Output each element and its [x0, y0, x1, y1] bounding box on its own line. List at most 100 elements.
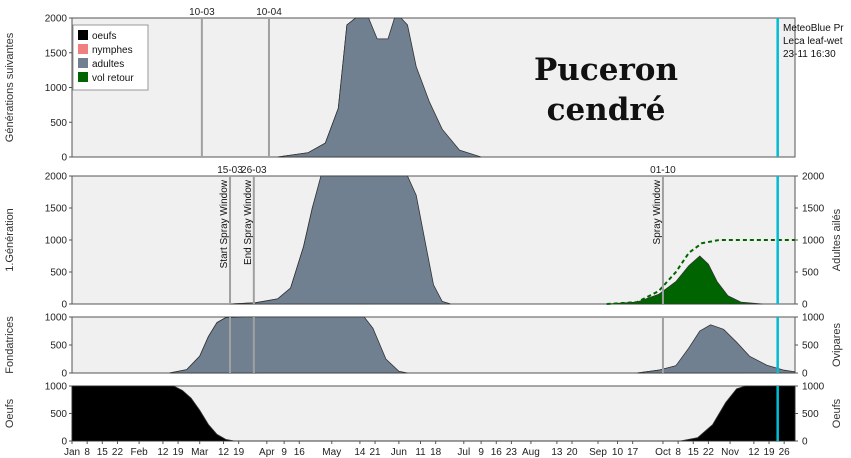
series-area-adultes-3: [636, 324, 796, 374]
x-axis: Jan 8 15 22 Feb 12 19 Mar 12 19 Apr 9 16 May 14 21 Jun 11…: [64, 441, 790, 458]
right-y-axis-label: Ovipares: [831, 322, 843, 367]
x-tick-label: Sep: [589, 447, 607, 458]
right-y-tick-label: 0: [802, 437, 808, 448]
x-tick-label: Jul: [457, 447, 470, 458]
legend-swatch-adultes: [78, 58, 88, 68]
y-tick-label: 2000: [45, 14, 68, 25]
series-area-adultes-1: [169, 316, 408, 374]
x-tick-label: 9: [281, 447, 287, 458]
series-area-adultes-1: [277, 17, 482, 158]
x-tick-label: 26: [779, 447, 791, 458]
spray-window-label: End Spray Window: [243, 179, 254, 265]
y-tick-label: 500: [50, 409, 67, 420]
source-line-1: MeteoBlue Pr: [783, 23, 844, 34]
x-tick-label: 15: [97, 447, 109, 458]
panel-4: 0 500 1000 0 500 1000 Oeufs Oeufs: [4, 382, 843, 448]
x-tick-label: 19: [233, 447, 245, 458]
legend-label-nymphes: nymphes: [92, 45, 133, 56]
x-tick-label: 15: [688, 447, 700, 458]
y-tick-label: 1500: [45, 48, 68, 59]
y-axis-label: Oeufs: [4, 398, 16, 428]
legend: oeufs nymphes adultes vol retour: [72, 24, 149, 91]
x-tick-label: Feb: [130, 447, 148, 458]
x-tick-label: 12: [157, 447, 169, 458]
right-y-axis-label: Adultes ailés: [831, 208, 843, 271]
spray-window-label: Start Spray Window: [219, 179, 230, 268]
right-y-tick-label: 0: [802, 300, 808, 311]
right-y-tick-label: 1000: [802, 236, 825, 247]
marker-date-label: 10-03: [189, 7, 215, 18]
x-tick-label: Jan: [64, 447, 80, 458]
x-tick-label: 8: [84, 447, 90, 458]
legend-label-vol-retour: vol retour: [92, 73, 134, 84]
x-tick-label: Nov: [721, 447, 739, 458]
x-tick-label: Aug: [522, 447, 540, 458]
x-tick-label: 11: [415, 447, 426, 458]
y-tick-label: 1000: [45, 236, 68, 247]
x-tick-label: 17: [627, 447, 639, 458]
panel-1: 10-03 10-04 0 500 1000 1500 2000 Générations su…: [4, 7, 796, 164]
series-area-vol-retour-2: [606, 255, 763, 305]
marker-date-label: 01-10: [650, 165, 676, 176]
y-tick-label: 1000: [45, 382, 68, 393]
y-tick-label: 500: [50, 341, 67, 352]
series-area-adultes-1: [229, 175, 451, 305]
y-tick-label: 0: [61, 300, 67, 311]
x-tick-label: 18: [430, 447, 442, 458]
y-tick-label: 0: [61, 153, 67, 164]
cumulative-line: [606, 239, 795, 305]
y-tick-label: 1000: [45, 313, 68, 324]
x-tick-label: 22: [112, 447, 124, 458]
x-tick-label: 23: [506, 447, 518, 458]
x-tick-label: 8: [675, 447, 681, 458]
x-tick-label: Apr: [259, 447, 275, 458]
source-line-2: Leca leaf-wet: [783, 36, 843, 47]
y-tick-label: 0: [61, 369, 67, 380]
right-y-tick-label: 2000: [802, 172, 825, 183]
y-tick-label: 500: [50, 118, 67, 129]
right-y-tick-label: 500: [802, 409, 819, 420]
spray-window-label: Spray Window: [652, 179, 663, 244]
x-tick-label: 9: [478, 447, 484, 458]
source-line-3: 23-11 16:30: [783, 49, 836, 60]
right-y-tick-label: 1000: [802, 382, 825, 393]
y-axis-label: Générations suivantes: [4, 32, 16, 142]
x-tick-label: Oct: [655, 447, 671, 458]
x-tick-label: May: [322, 447, 341, 458]
legend-label-adultes: adultes: [92, 59, 124, 70]
y-tick-label: 500: [50, 268, 67, 279]
marker-date-label: 15-03: [217, 165, 243, 176]
legend-swatch-oeufs: [78, 30, 88, 40]
x-tick-label: 13: [551, 447, 563, 458]
y-tick-label: 2000: [45, 172, 68, 183]
right-y-axis-label: Oeufs: [831, 398, 843, 428]
x-tick-label: 10: [612, 447, 624, 458]
panel-2: 15-03 Start Spray Window 26-03 End Spray Wi…: [4, 165, 843, 311]
legend-label-oeufs: oeufs: [92, 31, 116, 42]
y-axis-label: 1.Génération: [4, 208, 16, 272]
x-tick-label: 12: [218, 447, 230, 458]
y-tick-label: 1000: [45, 83, 68, 94]
x-tick-label: 19: [763, 447, 775, 458]
x-tick-label: 12: [748, 447, 760, 458]
chart-title-line1: Puceron: [534, 52, 678, 88]
right-y-tick-label: 0: [802, 369, 808, 380]
right-y-tick-label: 1000: [802, 313, 825, 324]
y-axis-label: Fondatrices: [4, 316, 16, 374]
x-tick-label: 22: [703, 447, 715, 458]
legend-swatch-vol-retour: [78, 72, 88, 82]
right-y-tick-label: 500: [802, 341, 819, 352]
x-tick-label: Mar: [191, 447, 209, 458]
series-area-oeufs-0: [71, 385, 796, 442]
chart-title-line2: cendré: [547, 92, 666, 128]
right-y-tick-label: 500: [802, 268, 819, 279]
marker-date-label: 26-03: [241, 165, 267, 176]
y-tick-label: 1500: [45, 204, 68, 215]
x-tick-label: 20: [566, 447, 578, 458]
x-tick-label: 16: [491, 447, 503, 458]
x-tick-label: 19: [173, 447, 185, 458]
x-tick-label: 14: [354, 447, 366, 458]
right-y-tick-label: 1500: [802, 204, 825, 215]
x-tick-label: Jun: [391, 447, 407, 458]
